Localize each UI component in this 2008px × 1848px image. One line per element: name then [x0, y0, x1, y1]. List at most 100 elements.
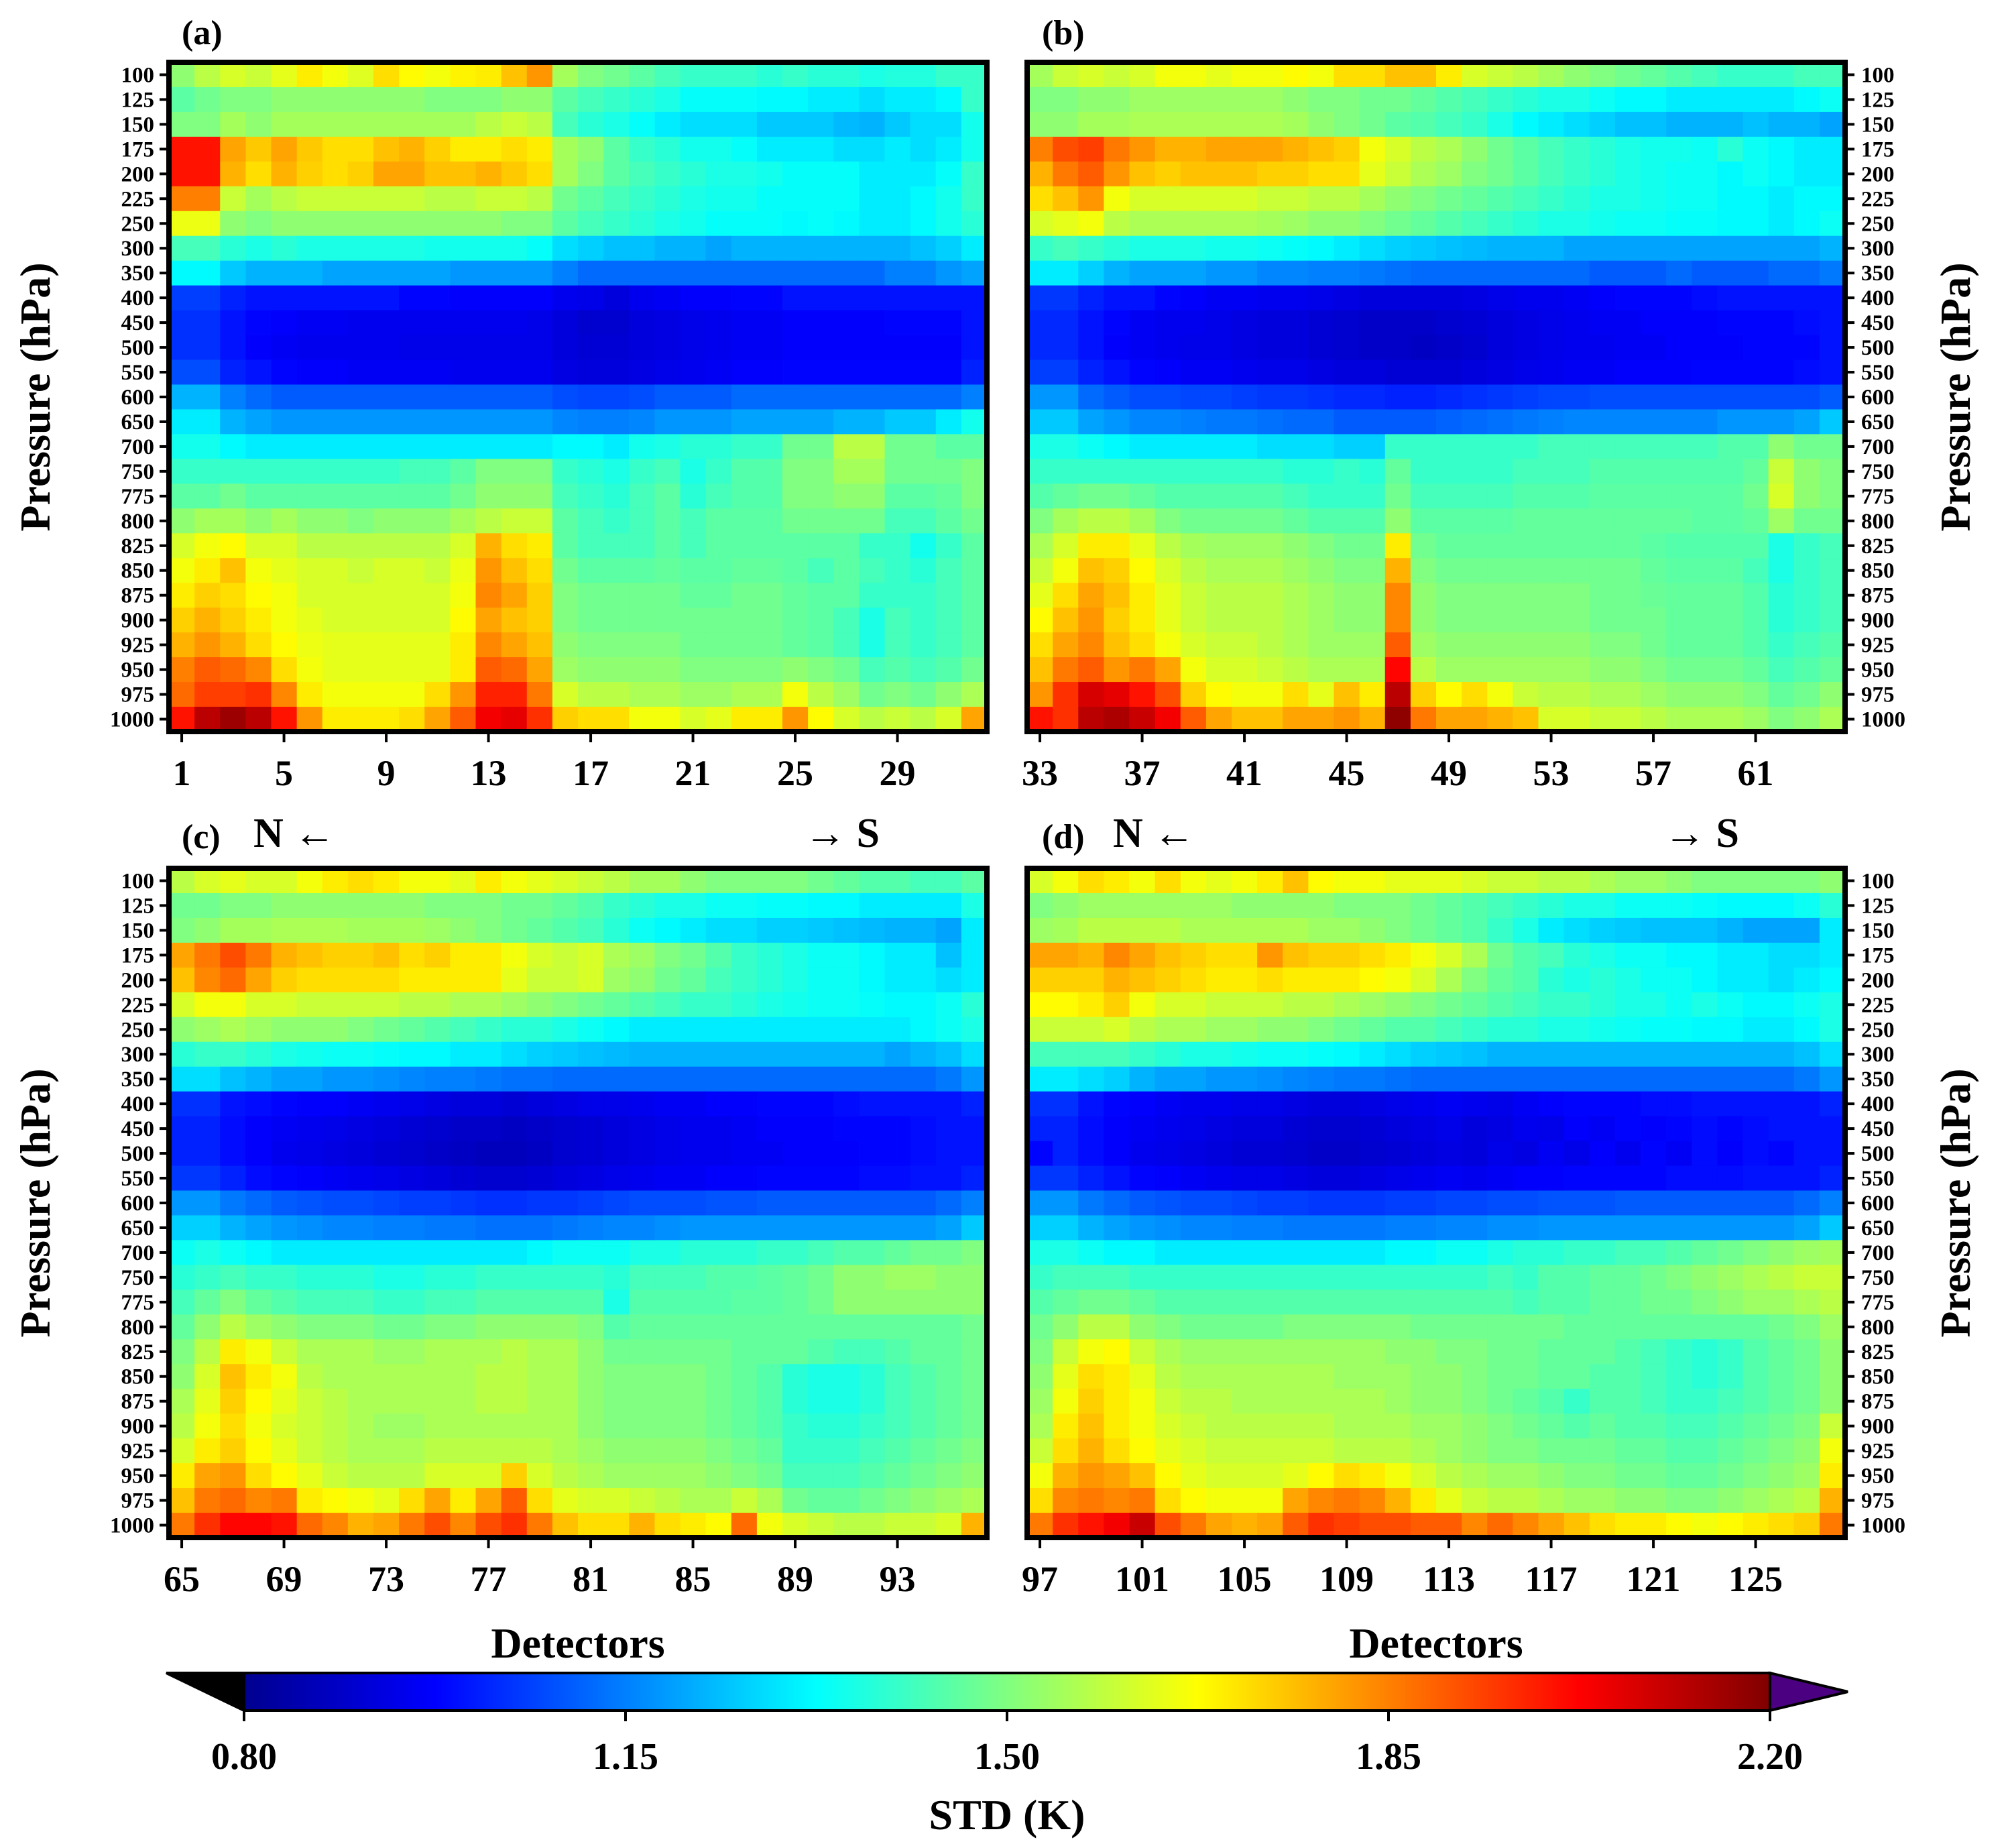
heatmap-cell [424, 1339, 451, 1365]
heatmap-cell [475, 260, 502, 286]
heatmap-cell [1155, 583, 1181, 608]
heatmap-cell [782, 1066, 809, 1092]
heatmap-cell [859, 459, 886, 484]
y-tick-label: 175 [121, 137, 155, 162]
heatmap-cell [1308, 1190, 1335, 1216]
heatmap-cell [833, 1389, 860, 1414]
heatmap-cell [552, 608, 579, 633]
heatmap-cell [1462, 1339, 1488, 1365]
heatmap-cell [1717, 186, 1744, 212]
heatmap-cell [833, 1339, 860, 1365]
heatmap-cell [1359, 1364, 1386, 1389]
heatmap-cell [1205, 558, 1232, 583]
heatmap-cell [1283, 1488, 1309, 1513]
heatmap-cell [1743, 868, 1769, 894]
heatmap-cell [859, 1513, 886, 1538]
heatmap-cell [680, 1389, 707, 1414]
heatmap-cell [603, 632, 630, 658]
heatmap-cell [169, 62, 195, 88]
heatmap-cell [271, 1240, 298, 1265]
heatmap-cell [552, 657, 579, 683]
heatmap-cell [526, 657, 553, 683]
heatmap-cell [808, 1339, 834, 1365]
heatmap-cell [1078, 111, 1104, 137]
heatmap-cell [680, 558, 707, 583]
heatmap-cell [1283, 533, 1309, 559]
heatmap-cell [1155, 409, 1181, 435]
heatmap-cell [910, 1513, 937, 1538]
heatmap-cell [603, 409, 630, 435]
heatmap-cell [1436, 111, 1462, 137]
heatmap-cell [884, 1116, 911, 1142]
heatmap-cell [910, 1066, 937, 1092]
heatmap-cell [1538, 1240, 1565, 1265]
heatmap-cell [782, 1017, 809, 1043]
heatmap-cell [654, 1041, 681, 1067]
heatmap-cell [475, 1240, 502, 1265]
heatmap-cell [603, 1240, 630, 1265]
heatmap-cell [859, 111, 886, 137]
heatmap-cell [1053, 136, 1079, 162]
heatmap-cell [1641, 1215, 1667, 1241]
heatmap-cell [1666, 62, 1692, 88]
heatmap-cell [475, 211, 502, 237]
heatmap-cell [935, 1265, 962, 1290]
heatmap-cell [1487, 1190, 1513, 1216]
heatmap-cell [526, 1265, 553, 1290]
heatmap-cell [629, 1141, 655, 1167]
heatmap-cell [424, 707, 451, 732]
heatmap-cell [1257, 1190, 1283, 1216]
heatmap-cell [1257, 384, 1283, 410]
heatmap-cell [1078, 310, 1104, 336]
heatmap-cell [1283, 892, 1309, 919]
heatmap-cell [731, 1513, 758, 1538]
heatmap-cell [450, 917, 477, 943]
heatmap-cell [475, 335, 502, 361]
heatmap-cell [1538, 1488, 1565, 1513]
heatmap-cell [1334, 310, 1360, 336]
heatmap-cell [245, 1141, 272, 1167]
heatmap-cell [961, 892, 988, 919]
heatmap-cell [347, 1066, 374, 1092]
heatmap-cell [654, 86, 681, 113]
heatmap-cell [169, 1339, 195, 1365]
heatmap-cell [1717, 917, 1744, 943]
heatmap-cell [1180, 1413, 1207, 1439]
heatmap-cell [1641, 992, 1667, 1018]
heatmap-cell [526, 917, 553, 943]
heatmap-cell [833, 917, 860, 943]
heatmap-cell [1104, 508, 1130, 534]
heatmap-cell [808, 211, 834, 237]
heatmap-cell [1743, 1438, 1769, 1464]
heatmap-cell [1334, 583, 1360, 608]
heatmap-cell [1743, 1488, 1769, 1513]
heatmap-cell [1155, 86, 1181, 113]
heatmap-cell [578, 86, 604, 113]
heatmap-cell [1232, 632, 1258, 658]
heatmap-cell [935, 335, 962, 361]
heatmap-cell [1027, 310, 1053, 336]
heatmap-cell [1027, 260, 1053, 286]
heatmap-cell [1793, 608, 1820, 633]
heatmap-cell [833, 1364, 860, 1389]
heatmap-cell [271, 1141, 298, 1167]
heatmap-cell [1283, 260, 1309, 286]
heatmap-cell [424, 1389, 451, 1414]
heatmap-cell [296, 657, 323, 683]
y-tick-label: 650 [121, 1216, 155, 1240]
heatmap-cell [526, 1066, 553, 1092]
heatmap-cell [296, 459, 323, 484]
heatmap-cell [347, 409, 374, 435]
y-tick-label: 450 [1861, 1117, 1895, 1141]
heatmap-cell [501, 335, 528, 361]
heatmap-cell [296, 260, 323, 286]
heatmap-cell [1614, 1190, 1641, 1216]
heatmap-cell [1819, 1265, 1846, 1290]
heatmap-cell [552, 1438, 579, 1464]
y-tick-label: 250 [1861, 212, 1895, 236]
heatmap-cell [1053, 1463, 1079, 1489]
heatmap-cell [1768, 335, 1795, 361]
heatmap-cell [347, 310, 374, 336]
heatmap-cell [450, 434, 477, 459]
heatmap-cell [194, 1017, 221, 1043]
